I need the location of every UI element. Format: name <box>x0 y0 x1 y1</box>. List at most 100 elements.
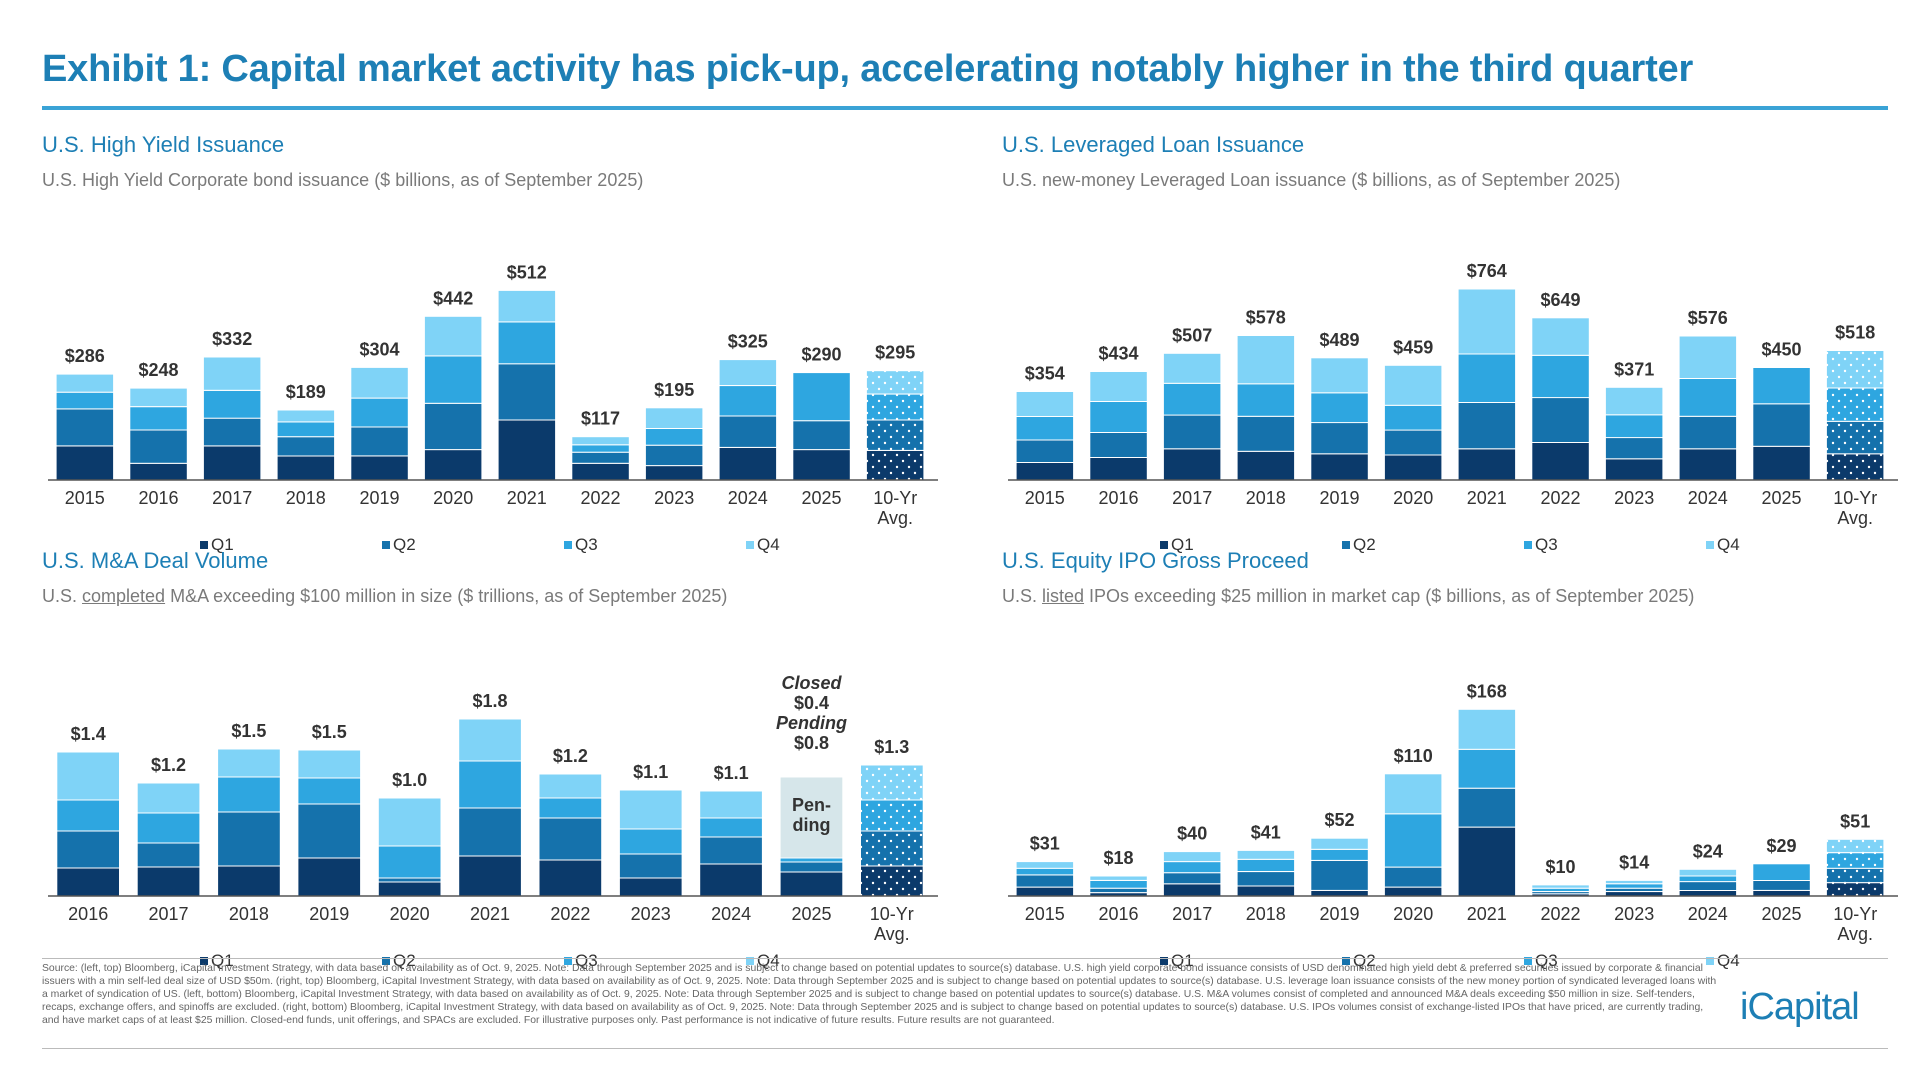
bar-q2 <box>276 436 336 457</box>
x-tick-label: Avg. <box>877 508 913 528</box>
bar-q2 <box>644 444 704 467</box>
bar-total-label: $290 <box>801 345 841 365</box>
bar-q2 <box>1162 414 1222 450</box>
x-tick-label: 2020 <box>390 904 430 924</box>
bar-q2 <box>497 363 557 421</box>
x-tick-label: 2016 <box>68 904 108 924</box>
bar-total-label: $195 <box>654 380 694 400</box>
bar-q1 <box>865 449 925 481</box>
bar-total-label: $325 <box>728 332 768 352</box>
ipo-proceeds-chart: $31 2015 $18 2016 $40 2017 $41 2018 $52 2019 $110 2… <box>1008 681 1898 970</box>
bar-q4 <box>1310 837 1369 850</box>
bar-q4 <box>297 749 362 779</box>
bar-q1 <box>699 863 763 897</box>
bar-q2 <box>56 830 121 869</box>
x-tick-label: 2016 <box>1098 488 1138 508</box>
bar-q2 <box>129 429 188 464</box>
bar-q2 <box>1752 403 1811 447</box>
x-tick-label: 2020 <box>1393 904 1433 924</box>
x-tick-label: 2020 <box>1393 488 1433 508</box>
x-tick-label: Avg. <box>874 924 910 944</box>
bar-q1 <box>1752 445 1811 481</box>
bar-total-label: $29 <box>1766 836 1796 856</box>
panel-subtitle: U.S. completed M&A exceeding $100 millio… <box>42 586 728 606</box>
bar-total-label: $1.2 <box>151 755 186 775</box>
bar-q3 <box>792 372 851 422</box>
bar-q2 <box>1383 429 1443 456</box>
bar-q4 <box>1678 868 1738 877</box>
bar-total-label: $18 <box>1103 848 1133 868</box>
bar-q1 <box>1015 462 1075 481</box>
bar-q1 <box>618 877 683 897</box>
bar-q4 <box>618 789 683 830</box>
bar-q3 <box>1162 861 1222 874</box>
bar-total-label: $1.0 <box>392 770 427 790</box>
bar-q2 <box>1089 887 1148 894</box>
bar-q4 <box>129 387 188 408</box>
x-tick-label: 2021 <box>1467 904 1507 924</box>
bar-total-label: $434 <box>1098 344 1138 364</box>
bar-q2 <box>1825 420 1885 455</box>
bar-q3 <box>779 857 844 863</box>
bar-total-label: $450 <box>1761 340 1801 360</box>
bar-total-label: $1.1 <box>633 762 668 782</box>
bar-total-label: $1.1 <box>714 763 749 783</box>
legend-label: Q3 <box>575 951 598 970</box>
bar-q3 <box>1752 367 1811 405</box>
bar-total-label: $578 <box>1246 308 1286 328</box>
legend-label: Q1 <box>1171 951 1194 970</box>
bar-total-label: $649 <box>1540 290 1580 310</box>
bar-q1 <box>1383 886 1443 897</box>
bar-q1 <box>1162 883 1222 897</box>
title-divider <box>42 106 1888 110</box>
bar-q3 <box>350 397 409 428</box>
bar-q3 <box>1015 867 1075 876</box>
x-tick-label: 2022 <box>580 488 620 508</box>
bar-q1 <box>458 855 522 897</box>
legend-swatch <box>200 541 208 549</box>
bar-q4 <box>1604 879 1664 885</box>
bar-q2 <box>297 803 362 859</box>
legend-label: Q1 <box>211 535 234 554</box>
legend-swatch <box>746 957 754 965</box>
legend-label: Q2 <box>393 951 416 970</box>
bar-q3 <box>1678 875 1738 883</box>
bar-total-label: $1.4 <box>71 724 106 744</box>
legend-label: Q1 <box>1171 535 1194 554</box>
panel-leveraged-loan: U.S. Leveraged Loan Issuance U.S. new-mo… <box>1002 132 1920 554</box>
x-tick-label: 2017 <box>1172 904 1212 924</box>
bar-q1 <box>55 445 115 481</box>
bar-q1 <box>1825 453 1885 481</box>
bar-q4 <box>1162 352 1222 384</box>
bar-q1 <box>1825 882 1885 897</box>
bar-q3 <box>1162 382 1222 416</box>
bar-q4 <box>1236 335 1296 385</box>
bar-q1 <box>1162 448 1222 481</box>
legend-label: Q4 <box>1717 951 1740 970</box>
bar-q4 <box>1604 386 1664 416</box>
bar-q2 <box>1678 881 1738 892</box>
ma-deal-volume-chart: $1.4 2016 $1.2 2017 $1.5 2018 $1.5 2019 $1.0 2020… <box>48 673 938 970</box>
x-tick-label: 2016 <box>1098 904 1138 924</box>
legend-swatch <box>1706 957 1714 965</box>
source-footnote: Source: (left, top) Bloomberg, iCapital … <box>42 963 1717 1026</box>
bar-q4 <box>571 436 630 446</box>
bar-q3 <box>718 385 778 417</box>
bar-q2 <box>1310 422 1369 455</box>
bar-q4 <box>1089 371 1148 402</box>
bar-q4 <box>1015 861 1075 869</box>
x-tick-label: 2017 <box>212 488 252 508</box>
x-tick-label: 2025 <box>1761 904 1801 924</box>
bar-q3 <box>1310 848 1369 861</box>
bar-q3 <box>865 393 925 421</box>
footer-divider-top <box>42 958 1888 959</box>
bar-q3 <box>1604 883 1664 889</box>
legend-swatch <box>1160 957 1168 965</box>
bar-q3 <box>297 777 362 805</box>
bar-q4 <box>644 407 704 430</box>
panel-title: U.S. Leveraged Loan Issuance <box>1002 132 1305 157</box>
panel-title: U.S. High Yield Issuance <box>42 132 285 157</box>
bar-q2 <box>1236 871 1296 887</box>
x-tick-label: 2019 <box>359 488 399 508</box>
bar-total-label: $1.5 <box>231 721 266 741</box>
